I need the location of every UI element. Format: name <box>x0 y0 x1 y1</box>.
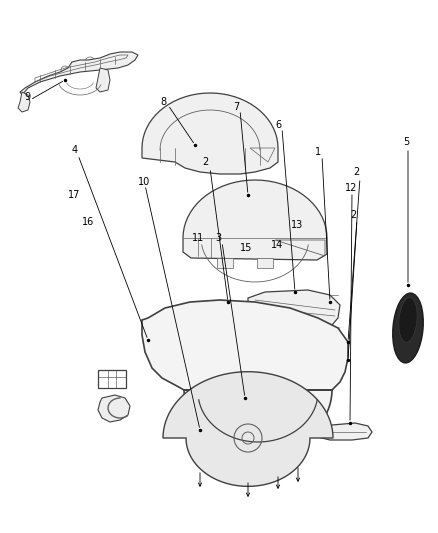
Text: 2: 2 <box>350 210 356 220</box>
Text: 11: 11 <box>192 233 204 243</box>
Text: 7: 7 <box>233 102 239 112</box>
Text: 6: 6 <box>275 120 281 130</box>
Polygon shape <box>142 93 278 174</box>
Text: 8: 8 <box>160 97 166 107</box>
Polygon shape <box>96 68 110 92</box>
Text: 16: 16 <box>82 217 94 227</box>
Text: 12: 12 <box>345 183 357 193</box>
Text: 9: 9 <box>24 92 30 102</box>
Polygon shape <box>142 300 348 452</box>
Polygon shape <box>183 180 327 260</box>
Text: 5: 5 <box>403 137 409 147</box>
Polygon shape <box>244 290 340 350</box>
Text: 15: 15 <box>240 243 252 253</box>
Ellipse shape <box>399 297 417 342</box>
Polygon shape <box>20 52 138 95</box>
Text: 10: 10 <box>138 177 150 187</box>
Text: 4: 4 <box>72 145 78 155</box>
Polygon shape <box>18 92 30 112</box>
Text: 3: 3 <box>215 233 221 243</box>
Text: 1: 1 <box>315 147 321 157</box>
Polygon shape <box>217 258 233 268</box>
Text: 2: 2 <box>353 167 359 177</box>
Text: 2: 2 <box>202 157 208 167</box>
Polygon shape <box>257 258 273 268</box>
Polygon shape <box>163 372 333 486</box>
Text: 17: 17 <box>68 190 81 200</box>
Polygon shape <box>98 395 130 422</box>
Text: 13: 13 <box>291 220 303 230</box>
Text: 14: 14 <box>271 240 283 250</box>
Polygon shape <box>318 423 372 440</box>
Ellipse shape <box>393 293 423 363</box>
